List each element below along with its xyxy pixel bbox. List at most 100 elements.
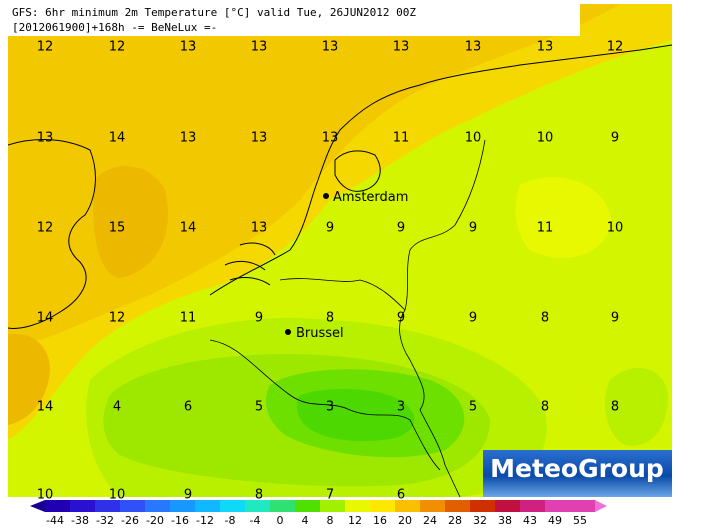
grid-value: 3	[326, 400, 334, 415]
colorbar-label: 55	[573, 514, 587, 525]
city-marker	[323, 193, 329, 199]
grid-value: 11	[180, 311, 197, 326]
colorbar-label: -4	[250, 514, 261, 525]
grid-value: 8	[611, 400, 619, 415]
grid-value: 14	[180, 221, 197, 236]
colorbar-segment	[570, 500, 596, 512]
colorbar-label: 4	[302, 514, 309, 525]
grid-value: 9	[397, 311, 405, 326]
grid-value: 13	[37, 131, 54, 146]
colorbar-arrow	[30, 500, 45, 512]
colorbar-segment	[145, 500, 171, 512]
country-border	[209, 339, 441, 471]
grid-value: 10	[109, 488, 126, 503]
grid-value: 12	[37, 221, 54, 236]
city-label: Brussel	[296, 326, 344, 341]
grid-value: 12	[109, 311, 126, 326]
colorbar-label: -16	[171, 514, 189, 525]
colorbar-segment	[420, 500, 446, 512]
grid-value: 11	[537, 221, 554, 236]
grid-value: 5	[255, 400, 263, 415]
grid-value: 13	[537, 40, 554, 55]
colorbar-label: -38	[71, 514, 89, 525]
colorbar-segment	[245, 500, 271, 512]
grid-value: 13	[322, 131, 339, 146]
grid-value: 6	[184, 400, 192, 415]
grid-value: 8	[541, 400, 549, 415]
colorbar-segment	[445, 500, 471, 512]
colorbar-label: -12	[196, 514, 214, 525]
grid-value: 12	[109, 40, 126, 55]
grid-value: 12	[37, 40, 54, 55]
colorbar-segment	[345, 500, 371, 512]
colorbar-label: -8	[225, 514, 236, 525]
colorbar-segment	[370, 500, 396, 512]
grid-value: 13	[322, 40, 339, 55]
colorbar-segment	[395, 500, 421, 512]
grid-value: 6	[397, 488, 405, 503]
colorbar-label: 24	[423, 514, 437, 525]
header-title: GFS: 6hr minimum 2m Temperature [°C] val…	[12, 6, 416, 19]
colorbar-label: 43	[523, 514, 537, 525]
coastline	[209, 44, 672, 296]
country-border	[279, 278, 406, 311]
grid-value: 9	[184, 488, 192, 503]
colorbar-segment	[495, 500, 521, 512]
logo-box	[483, 450, 672, 497]
grid-value: 10	[607, 221, 624, 236]
coastline	[334, 150, 381, 192]
colorbar-segment	[120, 500, 146, 512]
map-field	[8, 4, 672, 497]
grid-value: 3	[397, 400, 405, 415]
grid-value: 13	[251, 131, 268, 146]
colorbar-arrow	[595, 500, 607, 512]
colorbar-label: -44	[46, 514, 64, 525]
grid-value: 8	[541, 311, 549, 326]
grid-value: 15	[109, 221, 126, 236]
logo-text: MeteoGroup	[490, 454, 664, 483]
colorbar-label: -20	[146, 514, 164, 525]
header-subtitle: [2012061900]+168h -= BeNeLux =-	[12, 21, 217, 34]
grid-value: 13	[251, 40, 268, 55]
grid-value: 12	[607, 40, 624, 55]
grid-value: 13	[180, 131, 197, 146]
colorbar-segment	[270, 500, 296, 512]
grid-value: 9	[611, 311, 619, 326]
colorbar-label: 16	[373, 514, 387, 525]
grid-value: 5	[469, 400, 477, 415]
colorbar-segment	[195, 500, 221, 512]
grid-value: 9	[326, 221, 334, 236]
grid-value: 8	[255, 488, 263, 503]
grid-value: 14	[37, 311, 54, 326]
coastline	[8, 139, 96, 329]
grid-value: 7	[326, 488, 334, 503]
colorbar-segment	[295, 500, 321, 512]
colorbar-segment	[95, 500, 121, 512]
grid-value: 14	[37, 400, 54, 415]
colorbar-segment	[320, 500, 346, 512]
colorbar-segment	[545, 500, 571, 512]
colorbar-label: 32	[473, 514, 487, 525]
grid-value: 14	[109, 131, 126, 146]
grid-value: 8	[326, 311, 334, 326]
grid-value: 13	[180, 40, 197, 55]
colorbar-label: 20	[398, 514, 412, 525]
grid-value: 10	[537, 131, 554, 146]
colorbar-label: 28	[448, 514, 462, 525]
grid-value: 9	[397, 221, 405, 236]
grid-value: 9	[611, 131, 619, 146]
grid-value: 13	[251, 221, 268, 236]
colorbar-label: 38	[498, 514, 512, 525]
colorbar-label: 0	[277, 514, 284, 525]
city-label: Amsterdam	[333, 190, 408, 205]
grid-value: 13	[465, 40, 482, 55]
grid-value: 13	[393, 40, 410, 55]
colorbar-segment	[70, 500, 96, 512]
colorbar: -44 -38 -32 -26 -20 -16 -12 -8 -4 0 4 8 12 16 20 24 28 32…	[30, 500, 607, 527]
grid-value: 9	[255, 311, 263, 326]
colorbar-label: -32	[96, 514, 114, 525]
grid-value: 9	[469, 311, 477, 326]
coastline	[224, 242, 276, 286]
colorbar-segment	[45, 500, 71, 512]
